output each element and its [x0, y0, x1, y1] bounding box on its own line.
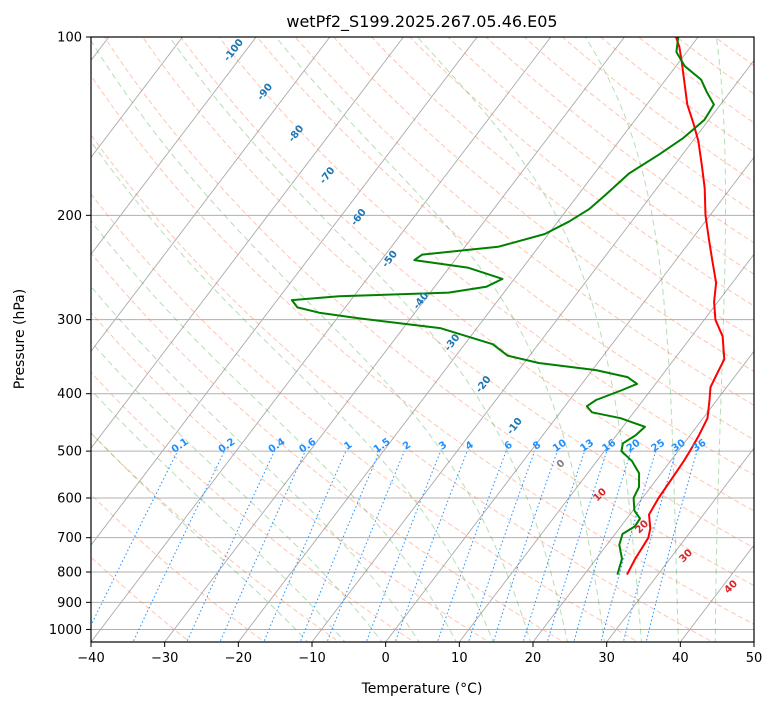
y-axis: 100 200 300 400 500 600 700 800 900 1000: [49, 31, 91, 638]
dry-adiabat-line: [0, 37, 418, 644]
mixing-ratio-line: [394, 451, 467, 644]
isotherm-line: [0, 37, 330, 642]
mixing-ratio-label: 36: [691, 438, 709, 455]
x-tick-label: −30: [151, 651, 178, 666]
dry-adiabat-line: [0, 37, 268, 644]
x-tick-label: −40: [77, 651, 104, 666]
mixing-ratio-label: 0.6: [297, 436, 318, 455]
mixing-ratio-label: 1.5: [372, 436, 393, 455]
mixing-ratio-label: 25: [649, 438, 667, 455]
mixing-ratio-line: [573, 451, 631, 644]
isotherm-label: -50: [380, 249, 400, 270]
dry-adiabat-line: [410, 37, 775, 644]
y-tick-label: 300: [57, 313, 82, 328]
x-tick-label: 30: [598, 651, 615, 666]
mixing-ratio-label: 16: [601, 438, 619, 455]
moist-adiabat-line: [715, 37, 725, 644]
isotherm-label: -80: [287, 123, 307, 144]
mixing-ratio-label: 0.1: [170, 436, 191, 455]
isotherm-line: [754, 37, 775, 642]
y-tick-label: 600: [57, 492, 82, 507]
dry-adiabat-line: [715, 37, 775, 644]
mixing-ratio-label: 0.4: [267, 436, 288, 455]
mixing-ratio-label: 10: [551, 438, 569, 455]
moist-adiabat-label: 10: [591, 486, 609, 504]
dry-adiabat-line: [372, 37, 775, 644]
isotherm-line: [165, 37, 625, 642]
y-tick-label: 100: [57, 31, 82, 46]
mixing-ratio-line: [132, 451, 225, 644]
mixing-ratio-line: [600, 451, 656, 644]
moist-adiabat-line: [0, 145, 310, 645]
mixing-ratio-line: [299, 451, 379, 644]
mixing-ratio-line: [263, 451, 346, 644]
isotherm-label: -100: [222, 37, 246, 64]
x-tick-label: 50: [746, 651, 763, 666]
isotherm-label: -60: [349, 207, 369, 228]
moist-adiabat-label: 0: [555, 458, 568, 471]
y-tick-label: 500: [57, 445, 82, 460]
mixing-ratio-label: 13: [578, 438, 596, 455]
y-tick-label: 700: [57, 531, 82, 546]
dry-adiabat-line: [0, 37, 193, 644]
moist-adiabat-line: [170, 37, 569, 644]
y-tick-label: 200: [57, 209, 82, 224]
mixing-ratio-line: [219, 451, 305, 644]
x-tick-label: 40: [672, 651, 689, 666]
dry-adiabat-line: [0, 37, 642, 644]
isotherm-label: -10: [505, 416, 525, 437]
x-tick-label: −20: [225, 651, 252, 666]
dry-adiabat-line: [562, 37, 775, 644]
dry-adiabat-line: [448, 37, 775, 644]
x-axis: −40 −30 −20 −10 0 10 20 30 40 50: [77, 642, 762, 666]
moist-adiabat-line: [0, 124, 347, 645]
y-axis-label: Pressure (hPa): [12, 289, 28, 389]
x-axis-label: Temperature (°C): [361, 681, 483, 697]
x-tick-label: 20: [525, 651, 542, 666]
mixing-ratio-line: [186, 451, 275, 644]
dry-adiabat-line: [0, 37, 343, 644]
moist-adiabat-line: [0, 37, 457, 644]
mixing-ratio-line: [493, 451, 558, 644]
dry-adiabat-line: [753, 37, 775, 644]
x-tick-label: −10: [298, 651, 325, 666]
mixing-ratio-line: [547, 451, 607, 644]
chart-title: wetPf2_S199.2025.267.05.46.E05: [286, 12, 557, 32]
mixing-ratio-line: [365, 451, 440, 644]
isotherm-label: -20: [474, 374, 494, 395]
dry-adiabat-line: [524, 37, 775, 644]
mixing-ratio-line: [82, 451, 178, 644]
moist-adiabat-label: 30: [677, 547, 695, 565]
moist-adiabat-label: 40: [722, 578, 740, 596]
y-tick-label: 800: [57, 566, 82, 581]
mixing-ratio-line: [468, 451, 535, 644]
mixing-ratio-line: [623, 451, 677, 644]
y-tick-label: 1000: [49, 623, 82, 638]
isotherm-line: [459, 37, 775, 642]
dry-adiabat-line: [486, 37, 775, 644]
isotherm-line: [91, 37, 551, 642]
y-tick-label: 400: [57, 387, 82, 402]
isotherm-line: [533, 37, 775, 642]
isotherm-label: -70: [318, 165, 338, 186]
background-lines: [0, 37, 775, 644]
dry-adiabat-line: [28, 37, 717, 644]
x-tick-label: 0: [382, 651, 390, 666]
moist-adiabat-line: [585, 37, 678, 644]
x-tick-label: 10: [451, 651, 468, 666]
isotherm-line: [17, 37, 477, 642]
isotherm-line: [0, 37, 403, 642]
y-tick-label: 900: [57, 596, 82, 611]
sounding-series: [292, 37, 724, 575]
